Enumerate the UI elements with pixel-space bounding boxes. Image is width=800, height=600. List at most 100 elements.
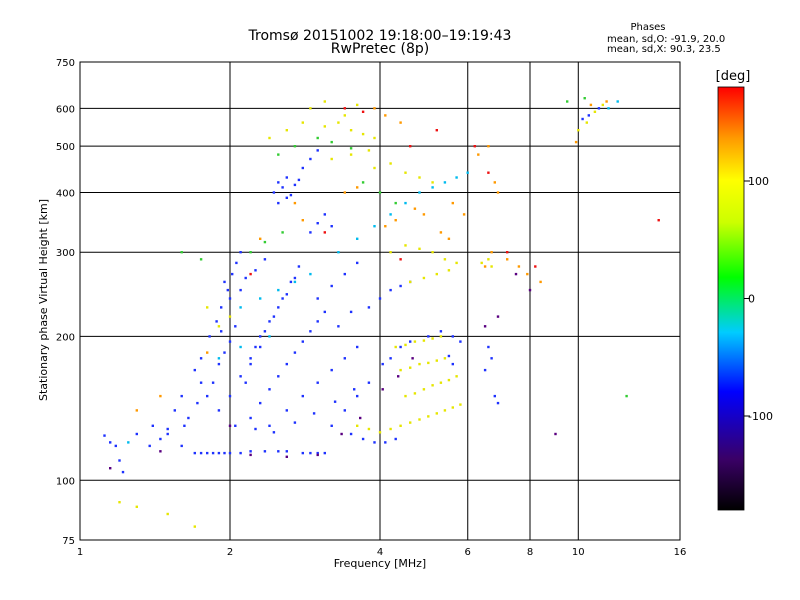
chart-subtitle: RwPretec (8p) [331,41,429,57]
data-point [473,145,476,148]
data-point [583,97,586,100]
data-point [121,470,125,474]
data-point [356,103,359,107]
data-point [228,340,232,343]
data-point [316,320,319,323]
data-point [173,409,176,412]
data-point [490,251,493,254]
data-point [263,258,267,261]
data-point [384,114,387,117]
data-point [367,306,371,309]
data-point [493,394,496,398]
data-point [487,145,490,148]
data-point [323,100,326,103]
data-point [443,181,447,184]
data-point [394,437,397,441]
data-point [316,453,319,457]
data-point [235,261,238,265]
data-point [309,330,312,333]
data-point [231,272,234,276]
data-point [211,451,215,455]
data-point [427,361,430,365]
data-point [285,196,288,199]
chart-title: Tromsø 20151002 19:18:00–19:19:43 [248,28,512,44]
x-tick-label: 16 [674,547,687,558]
data-point [343,191,346,194]
data-point [443,357,447,360]
data-point [585,121,588,124]
data-point [103,434,106,437]
data-point [378,191,382,194]
data-point [259,345,262,349]
data-point [466,171,469,174]
colorbar-ticks: 100 0 -100 [744,175,773,423]
data-point [506,258,509,261]
data-point [249,251,252,254]
data-point [135,432,138,436]
data-point [459,403,462,406]
data-point [539,280,542,284]
data-point [356,345,359,349]
data-point [263,450,267,453]
colorbar-tick-label: 100 [748,175,769,188]
data-point [277,153,280,156]
data-point [574,140,578,144]
data-point [384,225,387,228]
data-point [297,265,301,268]
data-point [343,357,346,360]
data-point [422,388,426,391]
data-point [577,129,580,132]
data-point [343,107,346,110]
y-tick-label: 500 [56,142,75,153]
data-point [451,362,454,366]
data-point [455,261,458,265]
data-point [199,451,203,455]
data-point [439,330,443,333]
data-point [337,251,340,254]
data-point [431,251,434,254]
data-point [526,272,529,276]
data-point [206,306,209,309]
data-point [455,176,458,179]
data-point [356,237,359,240]
data-point [418,191,421,194]
data-point [399,424,402,427]
data-point [422,339,426,342]
x-tick-label: 8 [527,547,533,558]
data-point [309,231,312,234]
data-point [217,325,221,328]
data-point [447,237,451,240]
data-point [109,441,112,444]
data-point [487,345,490,349]
data-point [316,297,319,300]
y-tick-label: 200 [56,332,75,343]
data-point [259,401,262,405]
data-point [293,421,297,424]
data-point [373,441,376,444]
data-point [566,100,569,103]
data-point [285,450,288,453]
data-point [330,368,333,372]
stats-heading: Phases [630,22,665,33]
data-point [166,512,169,516]
data-point [293,201,297,205]
data-point [389,288,392,292]
data-point [285,176,288,179]
data-point [268,136,271,140]
data-point [343,409,346,412]
data-point [228,424,232,427]
data-point [301,166,304,170]
data-point [234,424,237,427]
data-point [259,297,262,300]
data-point [447,378,451,382]
data-point [234,325,237,328]
data-point [259,237,262,240]
data-point [597,107,601,110]
data-point [285,129,288,132]
data-point [268,424,271,427]
data-point [312,412,316,415]
data-point [361,132,365,136]
data-point [211,381,215,384]
data-point [217,409,221,412]
data-point [277,375,280,378]
